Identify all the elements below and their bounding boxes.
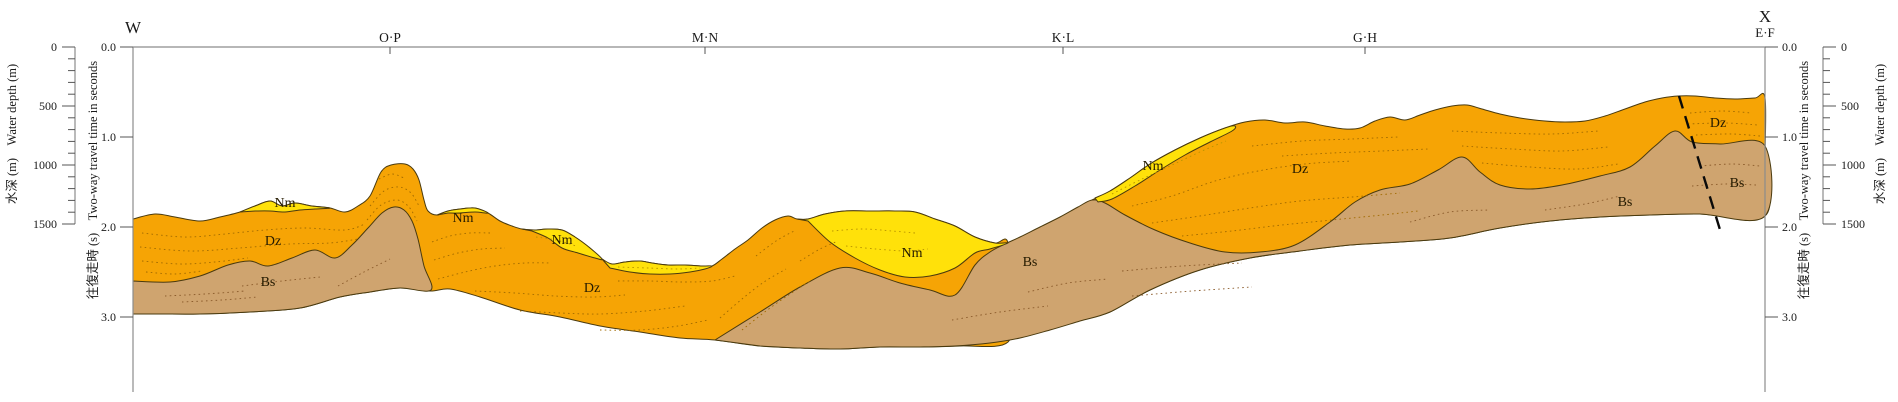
depth-tick-label-left-3: 1500 (33, 217, 57, 231)
stratification-line-17 (799, 240, 839, 262)
depth-tick-label-right-3: 1500 (1841, 217, 1865, 231)
stratification-line-33 (951, 305, 1049, 321)
time-tick-label-left-1: 1.0 (101, 130, 116, 144)
stratification-line-13 (617, 275, 736, 283)
unit-label-dz-7: Dz (1292, 162, 1308, 177)
time-tick-label-left-3: 3.0 (101, 310, 116, 324)
stratification-line-7 (431, 232, 491, 243)
depth-axis-title-left: 水深 (m) Water depth (m) (5, 64, 19, 204)
stratification-line-1 (139, 238, 359, 252)
station-label-1: M·N (692, 30, 718, 45)
stratification-line-37 (1409, 209, 1491, 223)
depth-tick-label-left-0: 0 (51, 40, 57, 54)
stratification-line-35 (1121, 262, 1243, 272)
stratification-line-10 (474, 290, 626, 298)
station-label-w: W (125, 18, 142, 37)
stratification-line-44 (535, 236, 577, 247)
stratification-line-19 (1151, 192, 1401, 224)
stratification-line-27 (1687, 122, 1759, 126)
station-label-ef: E·F (1755, 25, 1775, 40)
stratification-line-8 (433, 247, 506, 261)
time-axis-title-left: 往復走時 (s) Two-way travel time in seconds (85, 61, 100, 299)
time-axis-title-right: 往復走時 (s) Two-way travel time in seconds (1796, 61, 1811, 299)
stratification-line-14 (719, 268, 787, 319)
unit-label-bs-11: Bs (1618, 195, 1633, 210)
station-label-3: G·H (1353, 30, 1377, 45)
stratification-line-45 (617, 266, 701, 270)
stratification-line-16 (755, 230, 795, 257)
time-tick-label-right-0: 0.0 (1782, 40, 1797, 54)
stratification-line-4 (369, 186, 420, 207)
stratification-line-18 (1131, 160, 1353, 207)
unit-label-bs-12: Bs (1730, 176, 1745, 191)
unit-label-dz-8: Dz (1710, 116, 1726, 131)
depth-tick-label-right-0: 0 (1841, 40, 1847, 54)
stratification-line-39 (1699, 163, 1761, 167)
unit-label-dz-6: Dz (584, 281, 600, 296)
unit-label-nm-1: Nm (453, 211, 474, 226)
station-label-2: K·L (1052, 30, 1075, 45)
stratification-line-40 (1691, 183, 1757, 187)
unit-label-nm-3: Nm (902, 246, 923, 261)
stratification-line-38 (1544, 195, 1621, 211)
time-tick-label-right-1: 1.0 (1782, 130, 1797, 144)
unit-label-bs-9: Bs (261, 275, 276, 290)
stratification-line-23 (1451, 130, 1599, 135)
depth-tick-label-left-1: 500 (39, 99, 57, 113)
station-label-x: X (1759, 7, 1771, 26)
stratification-line-36 (1131, 286, 1253, 297)
layer-bs-left (132, 206, 433, 315)
unit-label-nm-0: Nm (275, 196, 296, 211)
stratification-line-9 (437, 262, 551, 280)
time-tick-label-left-0: 0.0 (101, 40, 116, 54)
stratification-line-2 (141, 257, 249, 265)
layer-nm-drape-f (1094, 125, 1237, 203)
stratification-line-32 (337, 258, 391, 287)
stratification-line-34 (1027, 278, 1109, 293)
depth-tick-label-right-2: 1000 (1841, 158, 1865, 172)
layer-nm-lens-e (796, 210, 1009, 279)
unit-label-dz-5: Dz (265, 234, 281, 249)
layer-bs-right (714, 130, 1773, 350)
time-tick-label-right-3: 3.0 (1782, 310, 1797, 324)
depth-tick-label-left-2: 1000 (33, 158, 57, 172)
time-tick-label-right-2: 2.0 (1782, 220, 1797, 234)
depth-tick-label-right-1: 500 (1841, 99, 1859, 113)
normal-fault (1677, 95, 1723, 234)
stratification-line-20 (1181, 210, 1419, 237)
stratification-line-3 (145, 270, 203, 275)
unit-label-nm-4: Nm (1143, 159, 1164, 174)
layer-nm-lens-b (436, 207, 489, 216)
stratification-line-42 (845, 245, 929, 252)
unit-label-nm-2: Nm (552, 233, 573, 248)
unit-label-bs-10: Bs (1023, 255, 1038, 270)
stratification-line-22 (1281, 148, 1429, 157)
stratification-line-41 (831, 228, 916, 234)
time-tick-label-left-2: 2.0 (101, 220, 116, 234)
stratification-line-24 (1461, 145, 1609, 152)
depth-axis-title-right: 水深 (m) Water depth (m) (1873, 64, 1887, 204)
stratification-line-28 (1695, 133, 1761, 137)
layer-nm-lens-d (601, 258, 713, 275)
layer-nm-lens-a (239, 200, 331, 213)
stratification-line-25 (1481, 162, 1619, 170)
station-label-0: O·P (379, 30, 401, 45)
layer-nm-lens-c (521, 228, 603, 261)
stratification-line-30 (181, 296, 259, 303)
